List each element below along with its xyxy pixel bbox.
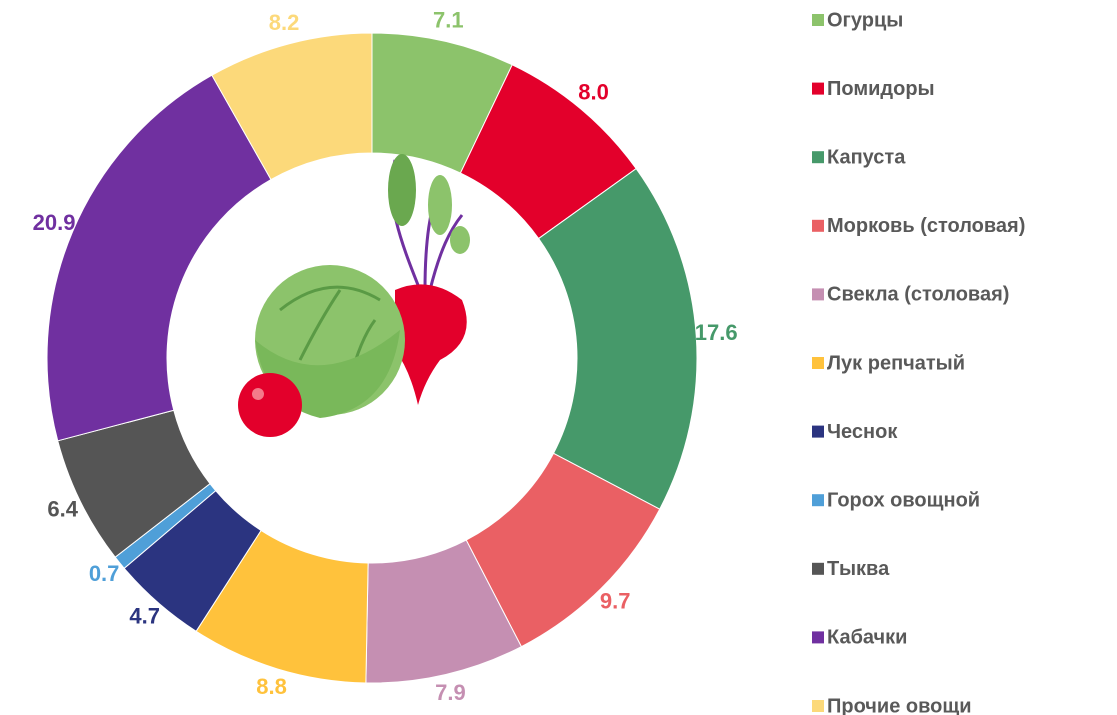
data-label: 17.6 <box>695 320 738 345</box>
legend-swatch <box>812 426 824 438</box>
legend-label: Горох овощной <box>827 489 980 511</box>
data-label: 0.7 <box>89 561 120 586</box>
legend-label: Свекла (столовая) <box>827 284 1009 306</box>
illustration <box>238 154 470 437</box>
legend-label: Морковь (столовая) <box>827 215 1025 237</box>
data-label: 7.9 <box>435 680 466 705</box>
legend-swatch <box>812 357 824 369</box>
legend-swatch <box>812 83 824 95</box>
legend-swatch <box>812 563 824 575</box>
data-label: 7.1 <box>433 7 464 32</box>
legend-label: Капуста <box>827 146 906 168</box>
data-label: 9.7 <box>600 589 631 614</box>
legend-swatch <box>812 220 824 232</box>
legend-label: Прочие овощи <box>827 695 972 715</box>
legend-swatch <box>812 151 824 163</box>
data-label: 8.0 <box>578 79 609 104</box>
legend-label: Чеснок <box>827 421 898 443</box>
data-label: 8.8 <box>256 674 287 699</box>
donut-segment <box>47 75 271 441</box>
legend-label: Огурцы <box>827 9 903 31</box>
legend-swatch <box>812 14 824 26</box>
data-label: 20.9 <box>33 210 76 235</box>
legend-swatch <box>812 631 824 643</box>
legend-label: Кабачки <box>827 627 907 649</box>
legend-label: Лук репчатый <box>827 352 965 374</box>
data-label: 8.2 <box>269 10 300 35</box>
chart: 8.2 20.9 6.4 0.7 4.7 8.8 7.9 9.7 17.6 8.0 7.1 Огурц… <box>0 0 1117 715</box>
legend-label: Тыква <box>827 558 890 580</box>
legend-swatch <box>812 494 824 506</box>
data-label: 4.7 <box>129 603 160 628</box>
legend-label: Помидоры <box>827 78 935 100</box>
data-label: 6.4 <box>47 497 78 522</box>
legend-swatch <box>812 700 824 712</box>
legend-swatch <box>812 288 824 300</box>
